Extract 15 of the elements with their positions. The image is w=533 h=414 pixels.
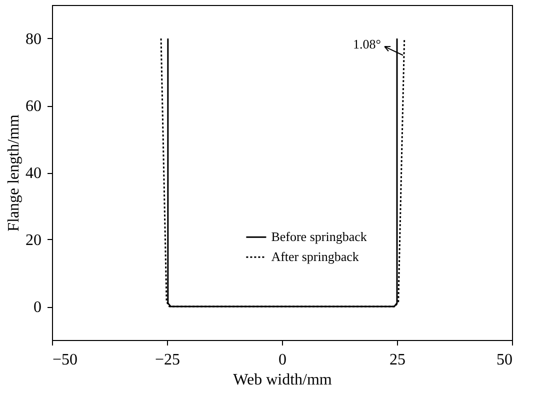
x-tick-label: 0 bbox=[278, 352, 286, 368]
x-tick-label: −25 bbox=[154, 352, 180, 368]
legend-label: Before springback bbox=[271, 229, 368, 244]
x-axis-title: Web width/mm bbox=[233, 372, 332, 388]
y-axis-title: Flange length/mm bbox=[6, 114, 22, 232]
y-tick-label: 0 bbox=[34, 299, 42, 316]
x-tick-label: 50 bbox=[496, 352, 512, 368]
x-tick-label: −50 bbox=[52, 352, 78, 368]
y-tick-label: 20 bbox=[26, 232, 42, 249]
y-tick-label: 60 bbox=[26, 98, 42, 115]
legend-label: After springback bbox=[271, 249, 360, 264]
x-tick-label: 25 bbox=[390, 352, 406, 368]
y-tick-label: 40 bbox=[26, 165, 42, 182]
annotation: 1.08° bbox=[353, 36, 381, 52]
y-tick-label: 80 bbox=[26, 31, 42, 48]
